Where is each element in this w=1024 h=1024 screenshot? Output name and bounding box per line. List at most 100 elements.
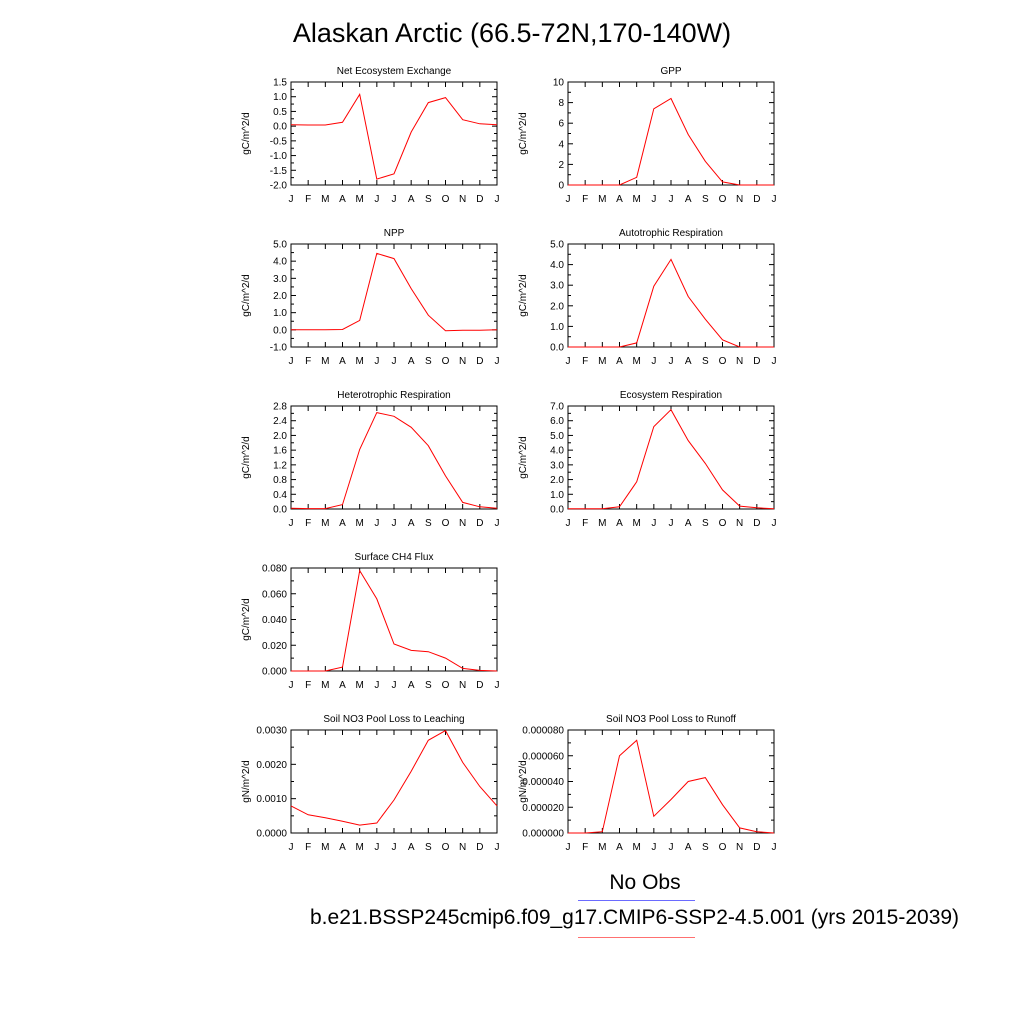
y-tick-label: 5.0 (550, 431, 564, 442)
y-tick-label: 0.0 (550, 505, 564, 516)
x-tick-label: J (392, 842, 397, 853)
y-tick-label: 0.8 (273, 475, 287, 486)
x-tick-label: J (289, 356, 294, 367)
x-tick-label: N (459, 680, 466, 691)
x-tick-label: D (753, 518, 760, 529)
y-tick-label: 0.0 (550, 343, 564, 354)
y-axis-label: gC/m^2/d (518, 112, 529, 155)
x-tick-label: J (772, 356, 777, 367)
y-tick-label: 3.0 (550, 460, 564, 471)
y-tick-label: -1.5 (270, 166, 288, 177)
x-tick-label: J (374, 680, 379, 691)
x-tick-label: S (425, 680, 432, 691)
y-tick-label: 2 (558, 160, 564, 171)
y-tick-label: 0.0 (273, 122, 287, 133)
y-tick-label: 1.0 (273, 308, 287, 319)
y-tick-label: 0.080 (262, 564, 287, 575)
x-tick-label: J (566, 356, 571, 367)
y-tick-label: 7.0 (550, 402, 564, 413)
y-tick-label: 0.000060 (522, 751, 564, 762)
x-tick-label: J (772, 194, 777, 205)
y-tick-label: 0 (558, 181, 564, 192)
x-tick-label: M (632, 518, 640, 529)
y-tick-label: 0.0030 (256, 726, 287, 737)
x-tick-label: J (772, 518, 777, 529)
x-tick-label: J (392, 356, 397, 367)
x-tick-label: J (392, 518, 397, 529)
x-tick-label: M (355, 194, 363, 205)
x-tick-label: D (753, 194, 760, 205)
x-tick-label: M (355, 680, 363, 691)
y-tick-label: 0.000040 (522, 777, 564, 788)
chart-panel-7: Surface CH4 Flux gC/m^2/d 0.000 0.020 0.040 0… (241, 552, 500, 691)
x-tick-label: J (495, 194, 500, 205)
y-tick-label: 2.4 (273, 416, 287, 427)
x-tick-label: A (339, 680, 346, 691)
y-tick-label: 0.4 (273, 490, 287, 501)
panel-title: Net Ecosystem Exchange (337, 66, 452, 77)
x-tick-label: J (374, 356, 379, 367)
y-tick-label: 5.0 (550, 240, 564, 251)
y-tick-label: -2.0 (270, 181, 288, 192)
panel-title: NPP (384, 228, 405, 239)
y-tick-label: -0.5 (270, 136, 288, 147)
x-tick-label: A (339, 518, 346, 529)
plot-frame (567, 81, 775, 186)
legend-obs-line (578, 900, 695, 901)
x-tick-label: M (632, 356, 640, 367)
y-axis-label: gC/m^2/d (241, 598, 252, 641)
x-tick-label: A (685, 194, 692, 205)
x-tick-label: F (582, 356, 588, 367)
y-axis-label: gC/m^2/d (241, 436, 252, 479)
x-tick-label: S (702, 518, 709, 529)
y-tick-label: 0.0010 (256, 794, 287, 805)
y-tick-label: -1.0 (270, 151, 288, 162)
x-tick-label: M (321, 518, 329, 529)
plot-frame (290, 567, 498, 672)
y-axis-label: gC/m^2/d (518, 274, 529, 317)
y-tick-label: 1.0 (550, 322, 564, 333)
x-tick-label: F (582, 842, 588, 853)
x-tick-label: N (459, 194, 466, 205)
x-tick-label: N (459, 518, 466, 529)
y-tick-label: 2.0 (550, 301, 564, 312)
x-tick-label: A (408, 842, 415, 853)
x-tick-label: N (736, 194, 743, 205)
panel-title: Ecosystem Respiration (620, 390, 722, 401)
x-tick-label: J (669, 842, 674, 853)
x-tick-label: O (719, 518, 727, 529)
x-tick-label: J (495, 356, 500, 367)
series-line (290, 412, 498, 510)
x-tick-label: M (598, 356, 606, 367)
series-line (568, 258, 774, 348)
y-tick-label: 5.0 (273, 240, 287, 251)
series-line (291, 569, 498, 672)
x-tick-label: M (321, 842, 329, 853)
plot-frame (290, 81, 498, 186)
legend-run-line (578, 937, 695, 938)
x-tick-label: J (495, 518, 500, 529)
x-tick-label: A (685, 356, 692, 367)
x-tick-label: N (736, 842, 743, 853)
x-tick-label: A (685, 518, 692, 529)
y-axis-label: gC/m^2/d (241, 274, 252, 317)
x-tick-label: O (719, 842, 727, 853)
series-line (290, 729, 498, 826)
x-tick-label: M (632, 842, 640, 853)
x-tick-label: J (669, 194, 674, 205)
y-tick-label: -1.0 (270, 343, 288, 354)
y-tick-label: 10 (553, 78, 565, 89)
x-tick-label: M (355, 356, 363, 367)
x-tick-label: J (651, 194, 656, 205)
y-tick-label: 1.6 (273, 446, 287, 457)
y-tick-label: 4 (558, 139, 564, 150)
x-tick-label: S (425, 518, 432, 529)
x-tick-label: J (651, 518, 656, 529)
y-tick-label: 0.060 (262, 589, 287, 600)
panel-title: Soil NO3 Pool Loss to Leaching (323, 714, 464, 725)
x-tick-label: S (702, 842, 709, 853)
x-tick-label: M (598, 518, 606, 529)
x-tick-label: S (425, 356, 432, 367)
x-tick-label: F (305, 194, 311, 205)
